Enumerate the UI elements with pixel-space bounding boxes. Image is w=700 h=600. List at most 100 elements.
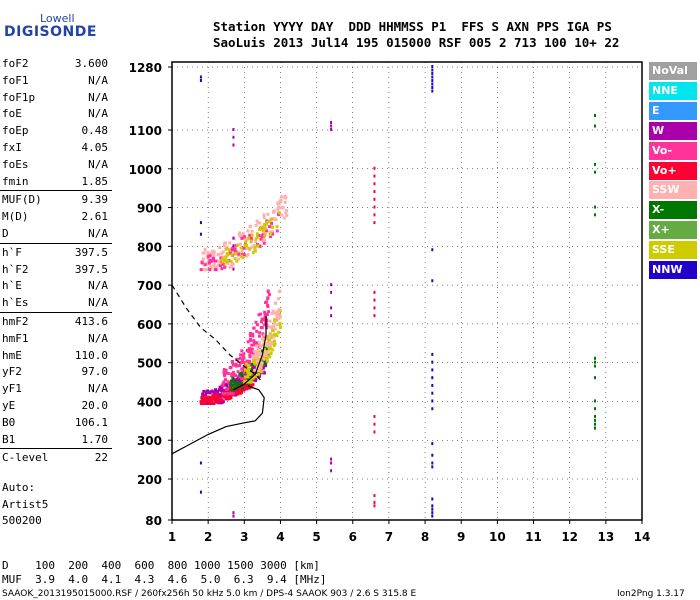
- data-point: [225, 252, 229, 256]
- data-point: [237, 252, 241, 256]
- param-value: N/A: [88, 73, 108, 87]
- data-point: [244, 366, 248, 370]
- data-point: [249, 380, 253, 384]
- param-name: C-level: [2, 451, 49, 465]
- data-point: [248, 347, 252, 351]
- data-point: [257, 233, 261, 237]
- data-point: [275, 225, 279, 229]
- data-point: [330, 457, 333, 461]
- data-point: [276, 201, 280, 205]
- data-point: [594, 414, 596, 418]
- data-point: [221, 383, 225, 387]
- data-point: [247, 364, 251, 368]
- data-point: [272, 344, 276, 348]
- data-point: [220, 398, 224, 402]
- data-point: [212, 256, 216, 260]
- param-value: N/A: [88, 107, 108, 121]
- data-point: [199, 490, 202, 494]
- data-point: [431, 89, 434, 93]
- data-point: [205, 391, 209, 395]
- data-point: [228, 250, 232, 254]
- param-value: N/A: [88, 382, 108, 396]
- data-point: [373, 314, 376, 318]
- data-point: [250, 382, 254, 386]
- data-point: [240, 374, 244, 378]
- file-info: SAAOK_2013195015000.RSF / 260fx256h 50 k…: [2, 589, 417, 599]
- chart-grid: [172, 62, 642, 521]
- data-point: [330, 290, 333, 294]
- data-point: [261, 364, 265, 368]
- data-point: [251, 332, 255, 336]
- data-point: [238, 356, 242, 360]
- data-point: [431, 465, 434, 469]
- data-point: [274, 218, 278, 222]
- data-point: [264, 353, 268, 357]
- data-point: [246, 375, 250, 379]
- data-point: [250, 229, 254, 233]
- data-point: [431, 79, 434, 82]
- data-point: [272, 325, 276, 329]
- data-point: [258, 340, 262, 344]
- data-point: [218, 264, 222, 268]
- data-point: [224, 255, 228, 259]
- param-value: N/A: [88, 296, 108, 310]
- data-point: [208, 265, 212, 269]
- data-point: [254, 240, 258, 244]
- data-point: [250, 233, 254, 237]
- data-point: [260, 349, 264, 353]
- y-tick-label: 80: [145, 514, 162, 528]
- data-point: [238, 388, 242, 392]
- data-point: [212, 253, 216, 257]
- param-name: yF2: [2, 365, 22, 379]
- data-point: [210, 389, 214, 393]
- data-point: [594, 114, 596, 117]
- data-point: [229, 379, 233, 383]
- data-point: [373, 422, 376, 426]
- legend-item: NoVal: [649, 62, 697, 80]
- data-point: [259, 369, 263, 373]
- data-point: [204, 393, 208, 397]
- data-point: [230, 360, 234, 364]
- data-point: [272, 334, 276, 338]
- data-point: [269, 341, 273, 345]
- data-point: [245, 386, 249, 390]
- data-point: [263, 360, 267, 364]
- data-point: [221, 250, 225, 254]
- data-point: [279, 199, 283, 203]
- data-point: [268, 335, 272, 339]
- data-point: [228, 395, 232, 399]
- data-point: [270, 311, 274, 315]
- data-point: [231, 263, 235, 267]
- data-point: [232, 236, 235, 240]
- data-point: [263, 362, 267, 366]
- data-point: [208, 400, 212, 404]
- data-point: [256, 221, 260, 225]
- param-name: h`E: [2, 279, 22, 293]
- data-point: [231, 392, 235, 396]
- data-point: [431, 383, 434, 387]
- data-point: [238, 375, 242, 379]
- data-point: [275, 313, 279, 317]
- param-name: fxI: [2, 141, 22, 154]
- header-line2: SaoLuis 2013 Jul14 195 015000 RSF 005 2 …: [213, 35, 620, 50]
- y-tick-label: 1000: [129, 163, 162, 177]
- data-point: [251, 356, 255, 360]
- data-point: [209, 252, 213, 256]
- data-point: [252, 343, 256, 347]
- data-point: [252, 370, 256, 374]
- data-point: [273, 318, 277, 322]
- data-point: [229, 382, 233, 386]
- data-point: [256, 323, 260, 327]
- data-point: [240, 254, 244, 258]
- param-name: B0: [2, 415, 16, 429]
- data-point: [224, 241, 228, 245]
- data-point: [241, 358, 245, 362]
- data-point: [330, 128, 333, 131]
- data-point: [373, 197, 376, 201]
- data-point: [267, 310, 271, 314]
- data-point: [258, 228, 262, 232]
- data-point: [275, 316, 279, 320]
- data-point: [246, 370, 250, 374]
- data-point: [594, 422, 596, 426]
- data-point: [238, 364, 242, 368]
